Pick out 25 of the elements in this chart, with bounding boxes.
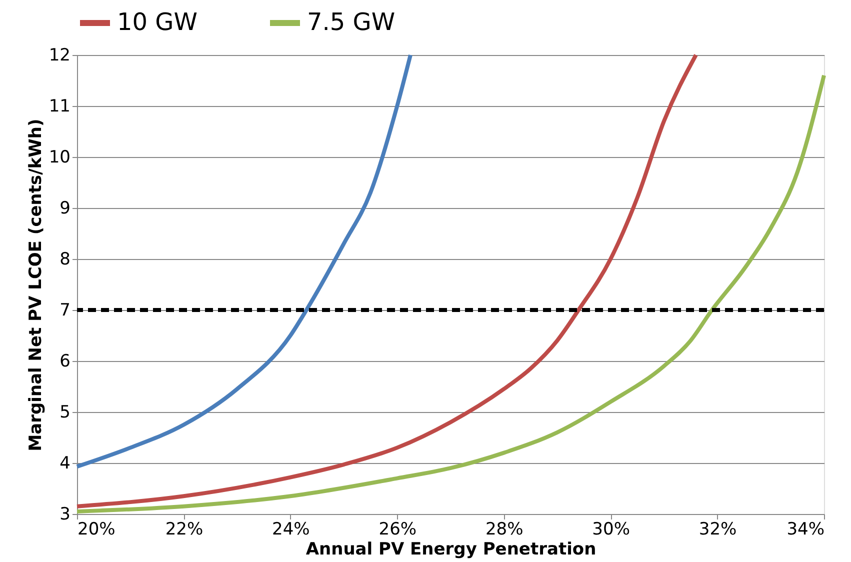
x-axis-title: Annual PV Energy Penetration xyxy=(306,540,596,560)
y-tick-label: 6 xyxy=(60,352,70,372)
line-series xyxy=(75,53,698,508)
y-tick-label: 11 xyxy=(48,96,70,116)
y-tick-label: 7 xyxy=(60,300,70,320)
x-tick-label: 22% xyxy=(165,520,204,540)
x-tick-label: 20% xyxy=(78,520,116,540)
y-tick-label: 3 xyxy=(60,504,70,524)
y-axis-title: Marginal Net PV LCOE (cents/kWh) xyxy=(26,118,46,452)
y-tick-label: 12 xyxy=(48,46,70,66)
x-tick-label: 26% xyxy=(378,520,417,540)
y-tick-label: 8 xyxy=(60,250,70,270)
legend-label: 10 GW xyxy=(117,8,198,36)
x-tick-label: 30% xyxy=(592,520,630,540)
y-tick-label: 4 xyxy=(60,454,70,474)
y-tick-label: 5 xyxy=(60,402,70,422)
line-series xyxy=(75,73,826,514)
y-tick-label: 9 xyxy=(60,198,70,218)
legend-label: 7.5 GW xyxy=(307,8,396,36)
x-tick-label: 24% xyxy=(272,520,310,540)
x-tick-label: 32% xyxy=(698,520,737,540)
x-tick-label: 28% xyxy=(485,520,524,540)
x-tick-label: 34% xyxy=(786,520,824,540)
y-tick-label: 10 xyxy=(48,148,70,168)
line-series xyxy=(75,53,412,469)
